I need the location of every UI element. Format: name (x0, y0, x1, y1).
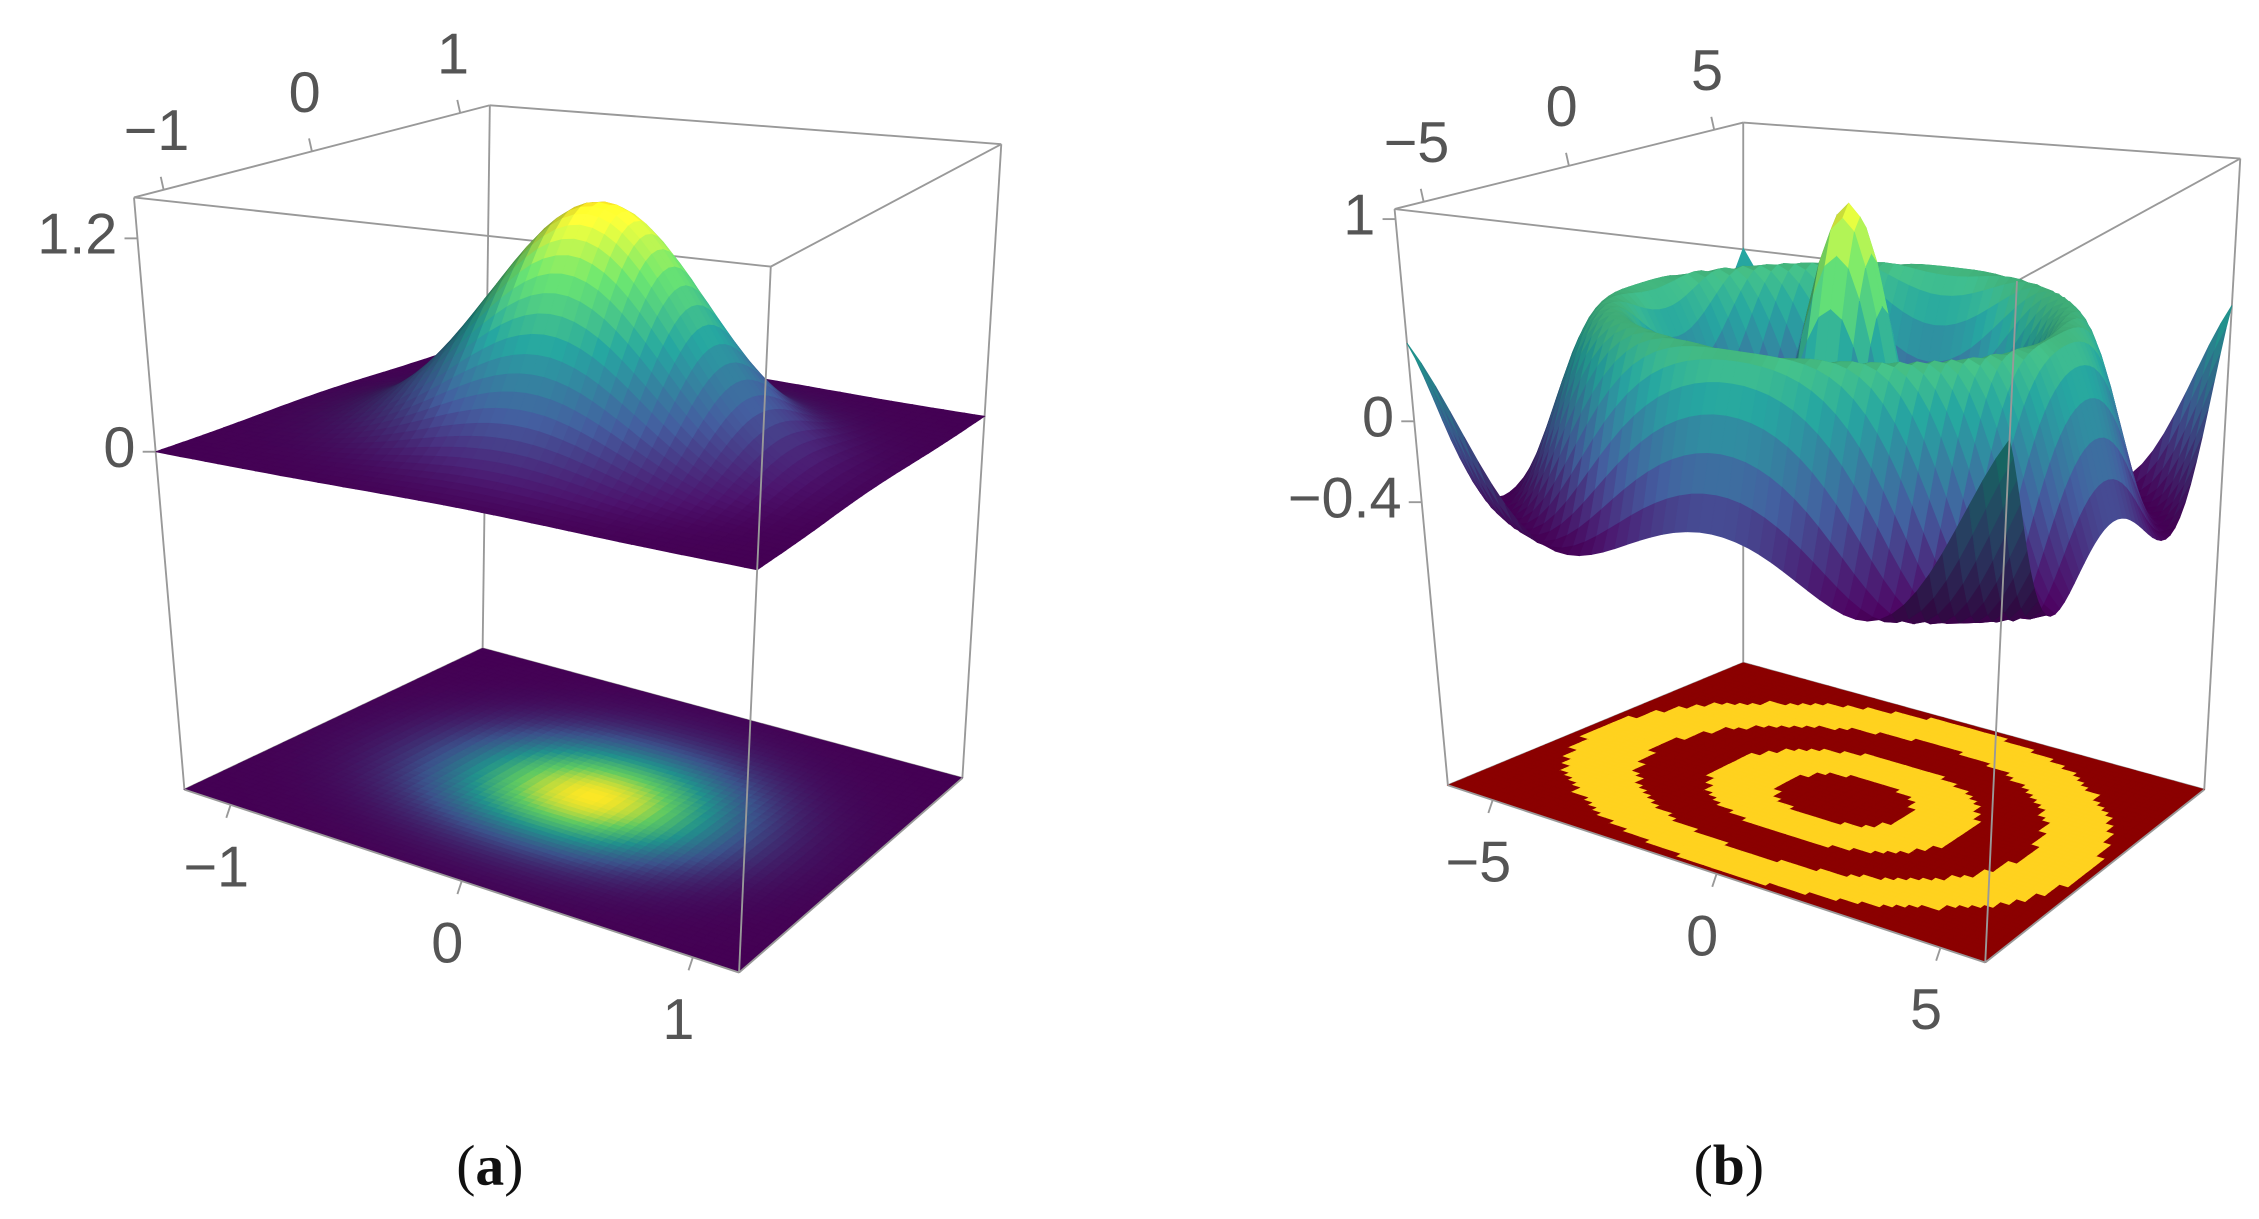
box-edge (133, 196, 771, 268)
box-edge (770, 143, 1002, 268)
box-edge (489, 104, 1002, 146)
box-edge (961, 144, 1003, 779)
box-edge (133, 197, 186, 790)
